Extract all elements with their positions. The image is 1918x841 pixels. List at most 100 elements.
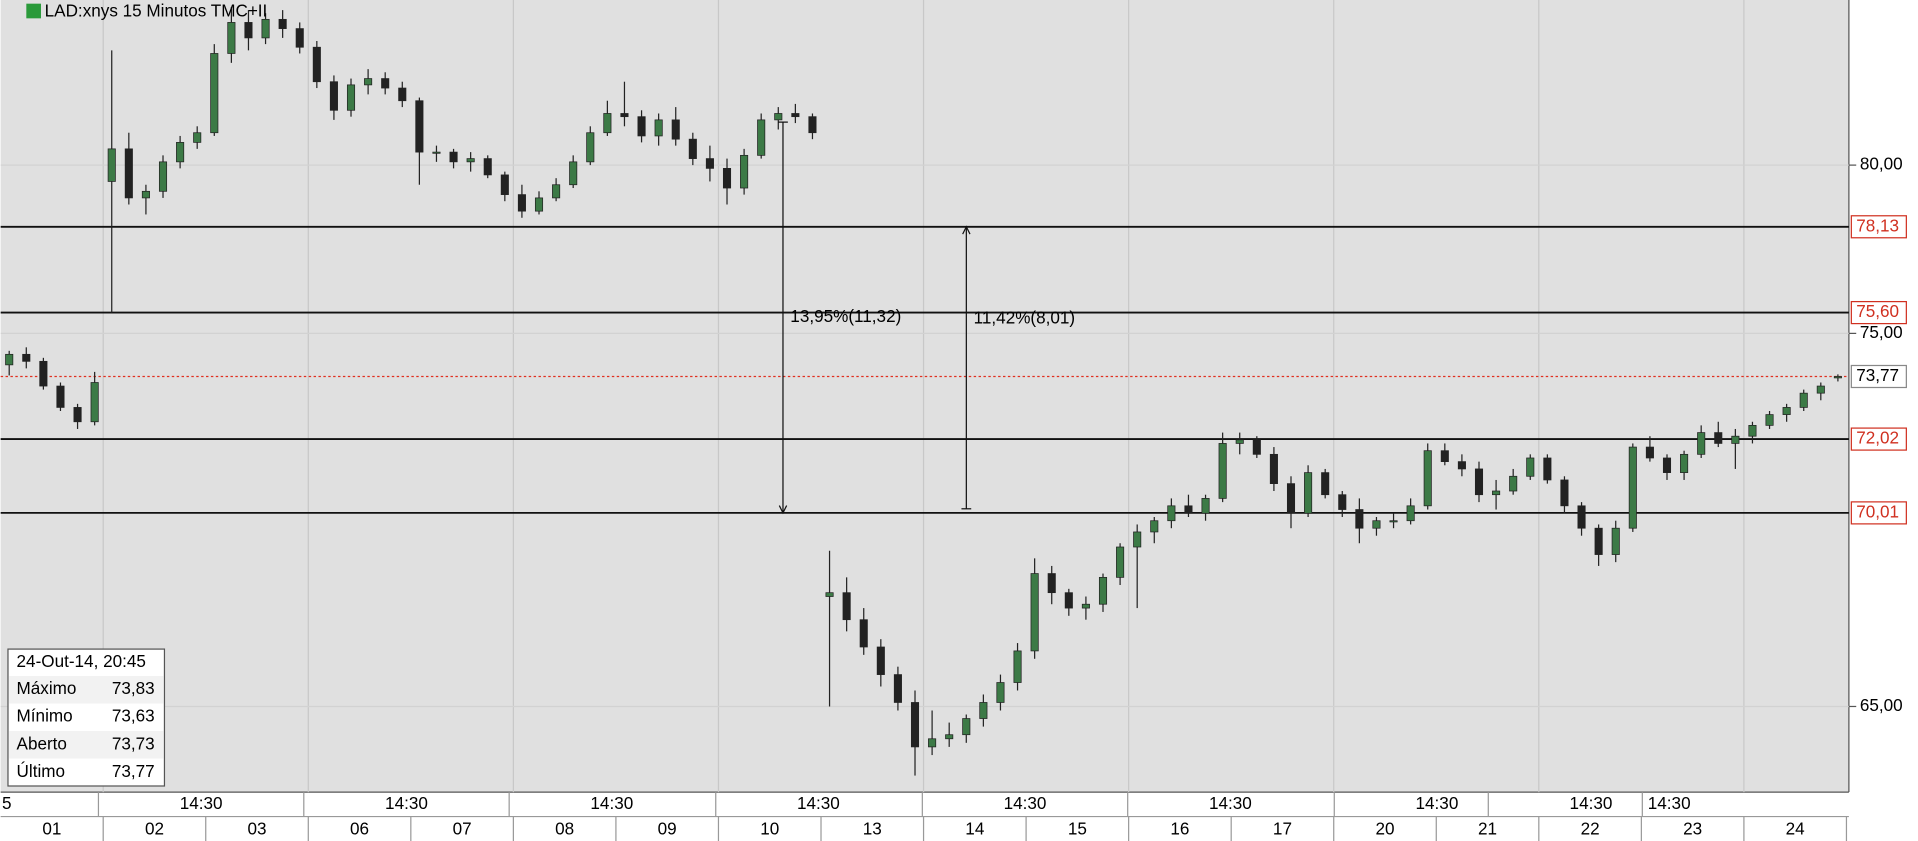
x-time-label: 14:30 <box>1416 794 1459 813</box>
candle-body <box>56 385 65 408</box>
info-box <box>7 648 166 787</box>
candle-body <box>1748 425 1757 437</box>
x-day-label: 09 <box>658 820 677 839</box>
candle-body <box>945 734 954 740</box>
x-day-label: 21 <box>1478 820 1497 839</box>
candle-body <box>1098 576 1108 605</box>
candle-body <box>1389 520 1398 523</box>
x-day-label: 15 <box>1068 820 1087 839</box>
candle-body <box>5 353 14 366</box>
candle-body <box>244 22 253 39</box>
candle-body <box>1833 376 1842 379</box>
candle-body <box>1423 450 1432 507</box>
candle-body <box>1235 439 1244 444</box>
x-time-label: 14:30 <box>1004 794 1047 813</box>
candle-body <box>1133 531 1142 548</box>
candle-body <box>1577 505 1586 529</box>
last-price-box <box>1850 364 1907 389</box>
candle-body <box>722 168 732 189</box>
x-day-label: 07 <box>453 820 472 839</box>
candle-body <box>1304 472 1313 514</box>
candle-body <box>261 18 270 39</box>
candle-body <box>808 116 817 134</box>
candle-body <box>791 113 800 118</box>
candle-body <box>141 190 150 199</box>
candle-body <box>210 53 219 134</box>
x-time-label: 14:30 <box>385 794 428 813</box>
x-time-label: 14:30 <box>797 794 840 813</box>
candle-body <box>928 738 937 748</box>
candle-body <box>1492 490 1501 496</box>
candle-body <box>312 46 321 83</box>
candle-body <box>1150 520 1159 533</box>
candle-body <box>73 407 82 423</box>
candle-body <box>1662 457 1672 473</box>
x-day-label: 17 <box>1273 820 1292 839</box>
info-row-value: 73,77 <box>112 762 155 781</box>
level-label: 70,01 <box>1856 502 1899 521</box>
candle-body <box>910 702 920 748</box>
level-label-box <box>1850 300 1907 325</box>
candle-body <box>1355 509 1364 529</box>
candle-body <box>1457 461 1466 470</box>
last-price-label: 73,77 <box>1856 366 1899 385</box>
candle-body <box>1286 483 1296 514</box>
measure-arrowhead <box>962 225 971 235</box>
candle-body <box>1081 603 1090 609</box>
candle-body <box>1560 479 1569 507</box>
info-row-label: Aberto <box>17 734 67 753</box>
y-tick-label: 75,00 <box>1860 323 1903 342</box>
candle-body <box>415 100 424 153</box>
chart-title: LAD:xnys 15 Minutos TMC+II <box>45 2 268 21</box>
candle-body <box>876 646 885 675</box>
measure-arrowhead <box>778 505 788 515</box>
candle-body <box>586 132 595 163</box>
y-tick-label: 80,00 <box>1860 155 1903 174</box>
x-day-label: 03 <box>247 820 266 839</box>
candle-body <box>517 194 526 212</box>
candle-body <box>603 113 612 134</box>
x-day-label: 14 <box>965 820 985 839</box>
candle-body <box>432 151 441 154</box>
candle-body <box>620 113 629 118</box>
candle-body <box>1799 392 1808 408</box>
candle-body <box>227 22 236 54</box>
candle-body <box>124 148 133 199</box>
info-row-value: 73,73 <box>112 734 155 753</box>
symbol-icon <box>26 3 41 19</box>
x-time-label: 14:30 <box>590 794 633 813</box>
candle-body <box>1201 498 1210 514</box>
candle-body <box>1372 520 1381 529</box>
candle-body <box>1714 432 1723 444</box>
y-tick-label: 65,00 <box>1860 696 1903 715</box>
info-row-bg <box>9 675 164 704</box>
x-time-label: 5 <box>2 794 12 813</box>
candle-body <box>534 197 544 212</box>
candle-body <box>22 353 31 362</box>
level-label: 75,60 <box>1856 302 1899 321</box>
candle-body <box>1047 573 1056 594</box>
x-day-label: 22 <box>1581 820 1600 839</box>
x-day-label: 16 <box>1170 820 1189 839</box>
info-row-label: Último <box>17 762 65 781</box>
candle-body <box>1543 457 1552 481</box>
candle-body <box>569 161 578 186</box>
level-label-box <box>1850 427 1907 451</box>
candle-body <box>671 119 680 140</box>
candle-body <box>1594 527 1603 555</box>
measure-label: 13,95%(11,32) <box>790 307 901 326</box>
info-date: 24-Out-14, 20:45 <box>17 652 146 671</box>
candle-body <box>1474 468 1484 496</box>
candle-body <box>1406 505 1415 522</box>
info-row-value: 73,83 <box>112 679 155 698</box>
candle-body <box>483 158 492 176</box>
candle-body <box>1509 475 1518 492</box>
candle-body <box>1680 453 1689 473</box>
candle-body <box>364 78 373 86</box>
candle-body <box>996 682 1005 703</box>
candle-body <box>757 119 766 156</box>
candle-body <box>90 382 99 423</box>
candle-body <box>1030 573 1039 652</box>
x-day-label: 13 <box>863 820 882 839</box>
